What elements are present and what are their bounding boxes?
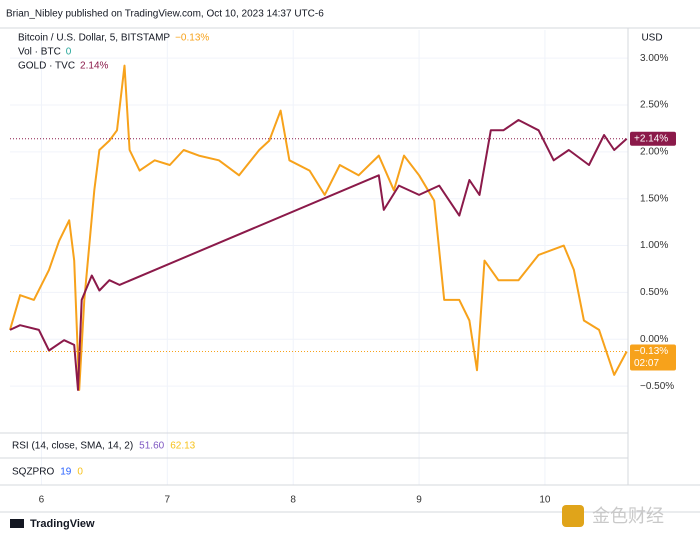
series-line xyxy=(9,119,628,391)
legend-value: 2.14% xyxy=(80,61,108,72)
x-tick-label: 10 xyxy=(539,495,551,506)
legend-name: GOLD · TVC xyxy=(18,61,75,72)
price-tag xyxy=(630,344,676,371)
y-tick-label: 0.00% xyxy=(640,334,668,345)
currency: USD xyxy=(641,33,662,44)
legend-value: 0 xyxy=(66,47,72,58)
y-tick-label: 1.00% xyxy=(640,240,668,251)
y-tick-label: 2.00% xyxy=(640,146,668,157)
x-tick-label: 9 xyxy=(416,495,422,506)
price-tag-label: +2.14% xyxy=(634,133,668,144)
indicator-name: RSI (14, close, SMA, 14, 2) xyxy=(12,441,133,452)
tv-logo xyxy=(10,519,24,528)
y-tick-label: −0.50% xyxy=(640,381,674,392)
legend-name: Bitcoin / U.S. Dollar, 5, BITSTAMP xyxy=(18,33,170,44)
indicator-name: SQZPRO xyxy=(12,467,54,478)
header: Brian_Nibley published on TradingView.co… xyxy=(6,9,324,20)
watermark: 金色财经 xyxy=(592,506,664,526)
legend-name: Vol · BTC xyxy=(18,47,61,58)
y-tick-label: 1.50% xyxy=(640,193,668,204)
y-tick-label: 2.50% xyxy=(640,100,668,111)
price-tag xyxy=(630,131,676,146)
brand: TradingView xyxy=(30,518,95,530)
y-tick-label: 3.00% xyxy=(640,53,668,64)
x-tick-label: 8 xyxy=(290,495,296,506)
watermark-logo xyxy=(562,505,584,527)
indicator-value: 0 xyxy=(77,467,83,478)
x-tick-label: 6 xyxy=(39,495,45,506)
x-tick-label: 7 xyxy=(165,495,171,506)
price-tag-label: −0.13% xyxy=(634,346,668,357)
countdown: 02:07 xyxy=(634,358,659,369)
indicator-value: 62.13 xyxy=(170,441,195,452)
legend-value: −0.13% xyxy=(175,33,209,44)
series-line xyxy=(9,64,628,391)
indicator-value: 19 xyxy=(60,467,72,478)
y-tick-label: 0.50% xyxy=(640,287,668,298)
indicator-value: 51.60 xyxy=(139,441,164,452)
